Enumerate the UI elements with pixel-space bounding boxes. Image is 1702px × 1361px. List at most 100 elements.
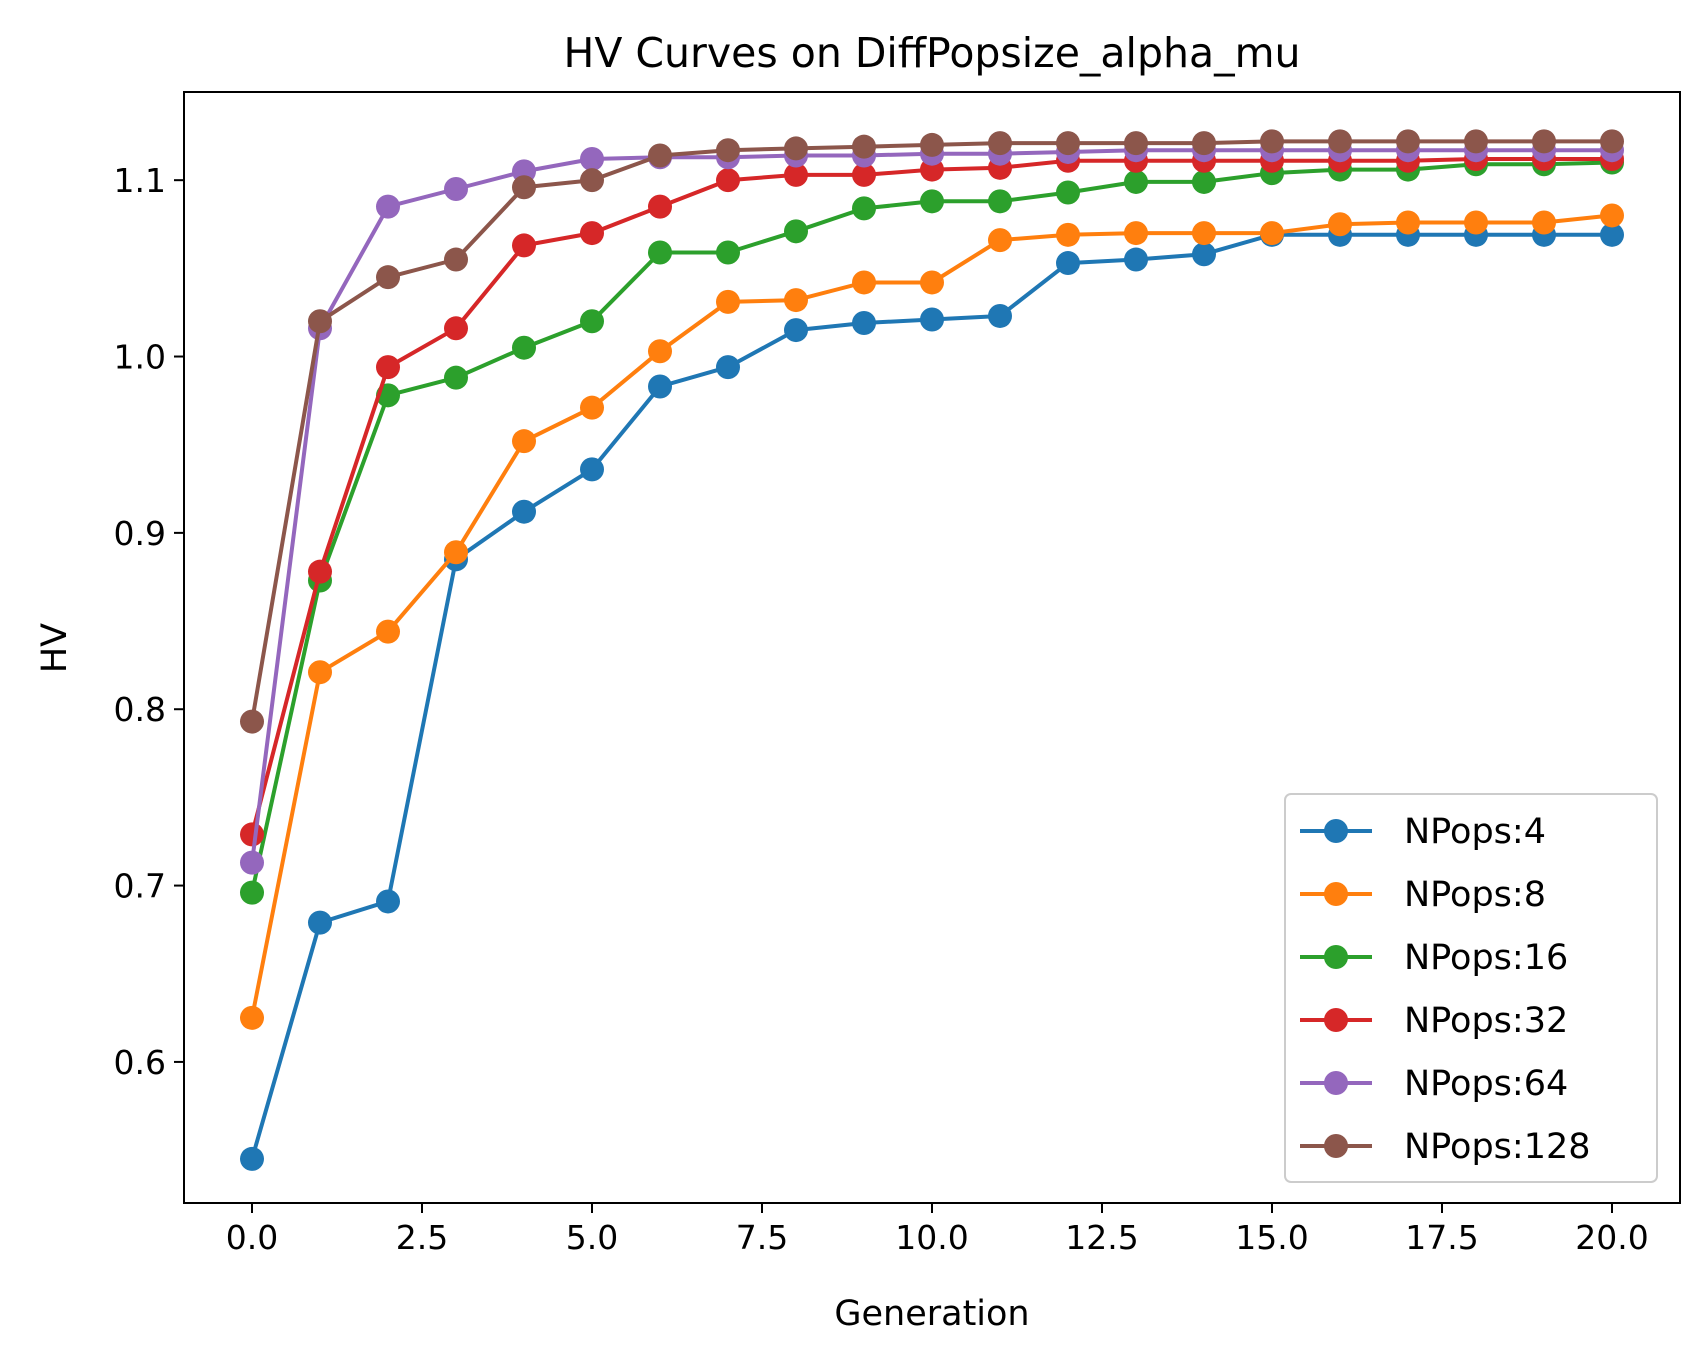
data-point [1328,129,1352,154]
data-point [512,499,536,524]
data-point [784,318,808,343]
data-point [376,194,400,219]
data-point [376,619,400,644]
data-point [580,221,604,246]
data-point [444,247,468,272]
x-tick-label: 15.0 [1235,1218,1308,1257]
legend-marker [1324,945,1348,969]
data-point [716,138,740,163]
data-point [1396,210,1420,235]
data-point [240,709,264,734]
data-point [376,889,400,914]
data-point [784,136,808,161]
plot-layer [240,129,1624,1171]
y-axis-label: HV [35,623,75,673]
data-point [444,540,468,565]
data-point [512,175,536,200]
legend-label: NPops:32 [1404,1001,1568,1041]
data-point [376,355,400,380]
data-point [648,339,672,364]
data-point [512,233,536,258]
data-point [1124,247,1148,272]
data-point [852,134,876,159]
y-tick-label: 0.9 [114,514,166,553]
data-point [580,147,604,172]
data-point [1056,222,1080,247]
data-point [240,880,264,905]
legend: NPops:4 NPops:8 NPops:16 NPops:32 NPops:64 NP… [1284,793,1658,1183]
data-point [1464,129,1488,154]
data-point [988,189,1012,214]
data-point [240,1005,264,1030]
x-axis: 0.0 2.5 5.0 7.5 10.0 12.5 15.0 17.5 20.0 [226,1203,1649,1257]
series-npops-4 [240,222,1624,1171]
data-point [444,316,468,341]
data-point [1532,129,1556,154]
data-point [1056,180,1080,205]
data-point [1600,203,1624,228]
legend-label: NPops:8 [1404,875,1546,915]
data-point [1056,251,1080,276]
data-point [1192,242,1216,267]
data-point [648,194,672,219]
data-point [1124,131,1148,156]
data-point [308,660,332,685]
data-point [920,132,944,157]
legend-box [1284,793,1658,1183]
data-point [852,311,876,336]
legend-item: NPops:16 [1300,938,1568,978]
legend-marker [1324,819,1348,843]
legend-label: NPops:4 [1404,812,1546,852]
legend-label: NPops:16 [1404,938,1568,978]
data-point [1396,129,1420,154]
data-point [988,131,1012,156]
data-point [920,307,944,332]
legend-marker [1324,1008,1348,1032]
y-axis: 0.6 0.7 0.8 0.9 1.0 1.1 [114,161,184,1082]
x-tick-label: 17.5 [1405,1218,1478,1257]
x-tick-label: 0.0 [226,1218,278,1257]
data-point [580,457,604,482]
data-point [920,189,944,214]
data-point [308,559,332,584]
x-tick-label: 7.5 [736,1218,788,1257]
data-point [1464,210,1488,235]
data-point [512,335,536,360]
legend-marker [1324,1071,1348,1095]
data-point [1260,221,1284,246]
x-tick-label: 5.0 [566,1218,618,1257]
data-point [308,910,332,935]
data-point [852,270,876,295]
legend-item: NPops:64 [1300,1064,1568,1104]
data-point [988,303,1012,328]
y-tick-label: 0.7 [114,867,166,906]
data-point [240,822,264,847]
x-axis-label: Generation [834,1294,1029,1334]
data-point [1056,131,1080,156]
data-point [1192,131,1216,156]
x-tick-label: 20.0 [1575,1218,1648,1257]
data-point [784,162,808,187]
y-tick-label: 1.0 [114,338,166,377]
data-point [240,1146,264,1171]
data-point [580,309,604,334]
data-point [648,374,672,399]
legend-marker [1324,882,1348,906]
data-point [580,395,604,420]
data-point [716,240,740,265]
data-point [580,168,604,193]
series-npops-8 [240,203,1624,1030]
data-point [852,162,876,187]
data-point [1124,169,1148,194]
data-point [1600,222,1624,247]
data-point [1124,221,1148,246]
x-tick-label: 12.5 [1065,1218,1138,1257]
y-tick-label: 0.8 [114,690,166,729]
data-point [1192,169,1216,194]
data-point [988,228,1012,253]
data-point [920,270,944,295]
data-point [1192,221,1216,246]
data-point [648,240,672,265]
data-point [648,143,672,168]
